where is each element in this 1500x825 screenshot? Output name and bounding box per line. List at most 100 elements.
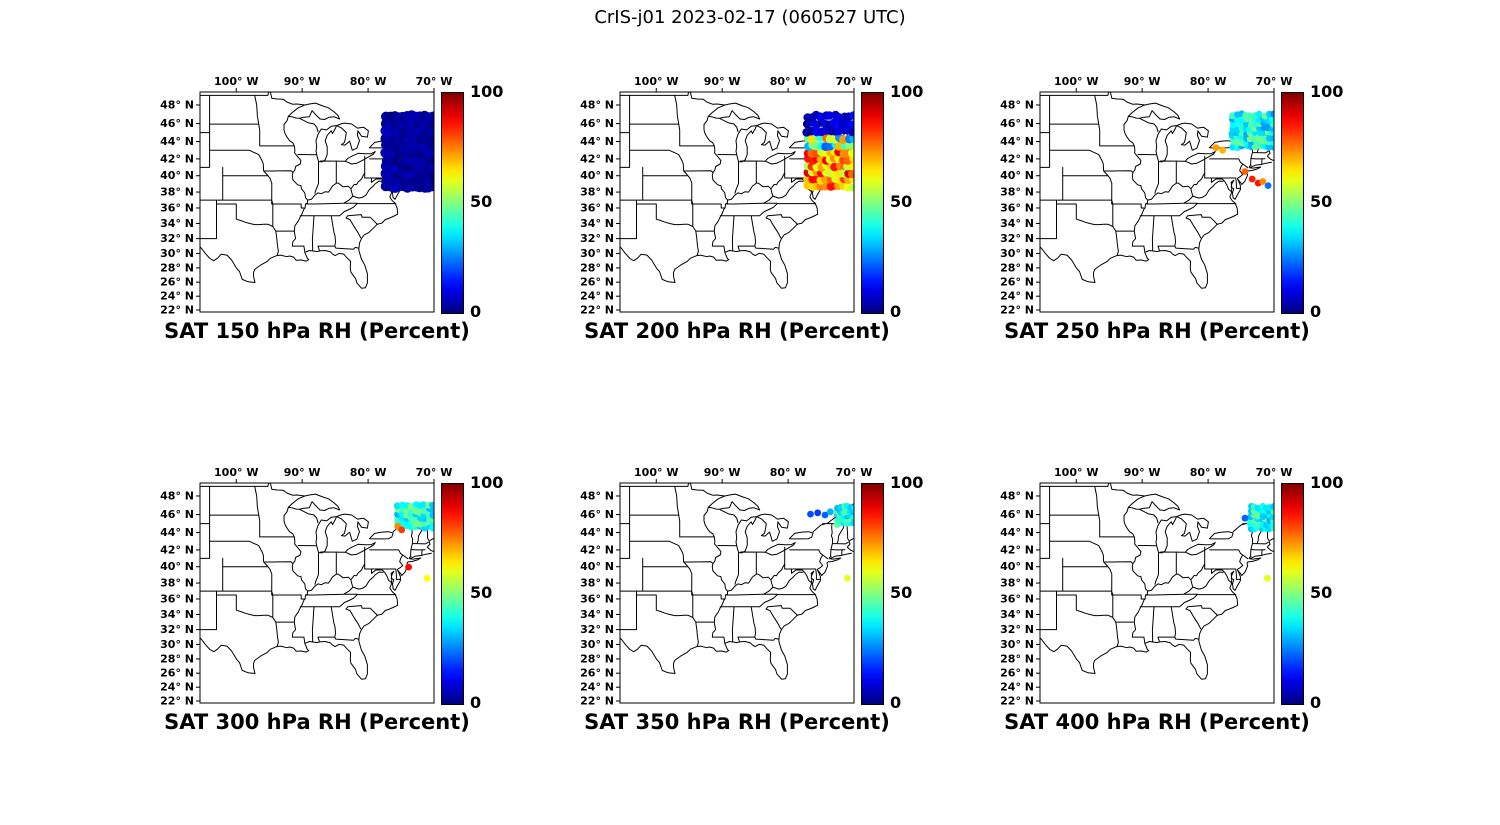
lat-tick-label: 34° N	[1000, 217, 1034, 230]
rh-dot	[848, 127, 854, 137]
lat-tick-label: 24° N	[580, 681, 614, 694]
colorbar-tick-label: 0	[890, 693, 902, 712]
lon-tick-label: 70° W	[416, 466, 453, 479]
lon-tick-label: 70° W	[1256, 75, 1293, 88]
lon-tick-label: 90° W	[284, 466, 321, 479]
us-map: 100° W 90° W 80° W 70° W 48° N 46° N 44° N 42° …	[160, 466, 453, 708]
map-frame	[199, 482, 435, 704]
rh-dot	[1241, 168, 1249, 175]
rh-scatter	[1212, 110, 1274, 189]
rh-dot	[848, 120, 854, 129]
lat-tick-label: 24° N	[1000, 290, 1034, 303]
rh-dot	[849, 183, 854, 192]
lon-tick-label: 100° W	[214, 75, 258, 88]
rh-dot	[423, 574, 431, 582]
lat-tick-label: 48° N	[580, 490, 614, 503]
panel-400hpa: 100° W 90° W 80° W 70° W 48° N 46° N 44° N 42° …	[994, 463, 1364, 748]
colorbar	[1281, 483, 1304, 705]
colorbar	[441, 92, 464, 314]
colorbar-gradient	[1282, 93, 1303, 313]
colorbar-tick-label: 100	[1310, 473, 1344, 492]
lat-tick-label: 42° N	[1000, 543, 1034, 556]
rh-dot	[412, 520, 419, 528]
lat-tick-label: 30° N	[160, 247, 194, 260]
rh-dot	[848, 149, 854, 158]
lat-tick-label: 26° N	[160, 276, 194, 289]
lat-tick-label: 48° N	[160, 490, 194, 503]
rh-dot	[405, 563, 412, 571]
rh-dot	[420, 507, 428, 515]
lon-tick-label: 80° W	[1190, 466, 1227, 479]
colorbar-tick-label: 100	[470, 82, 504, 101]
lon-tick-label: 80° W	[350, 75, 387, 88]
state-boundaries	[620, 483, 854, 680]
rh-dot	[1212, 144, 1220, 152]
panel-350hpa: 100° W 90° W 80° W 70° W 48° N 46° N 44° N 42° …	[574, 463, 944, 748]
rh-scatter	[393, 501, 434, 582]
rh-scatter	[807, 502, 854, 582]
lat-tick-label: 38° N	[1000, 186, 1034, 199]
panel-caption: SAT 150 hPa RH (Percent)	[164, 319, 470, 343]
lon-tick-label: 70° W	[836, 466, 873, 479]
lat-tick-label: 26° N	[1000, 667, 1034, 680]
colorbar-tick-label: 50	[1310, 583, 1333, 602]
rh-dot	[429, 501, 434, 509]
lat-tick-label: 42° N	[160, 543, 194, 556]
lon-tick-label: 80° W	[1190, 75, 1227, 88]
map-frame	[619, 91, 855, 313]
colorbar-tick-label: 50	[470, 192, 493, 211]
rh-scatter	[1241, 502, 1274, 582]
colorbar-tick-label: 100	[470, 473, 504, 492]
lat-tick-label: 28° N	[160, 652, 194, 665]
lon-tick-label: 90° W	[284, 75, 321, 88]
lat-tick-label: 46° N	[160, 117, 194, 130]
lat-tick-label: 34° N	[160, 217, 194, 230]
figure-title: CrIS-j01 2023-02-17 (060527 UTC)	[594, 7, 906, 28]
lon-tick-label: 80° W	[770, 466, 807, 479]
lon-tick-label: 70° W	[836, 75, 873, 88]
lat-tick-label: 44° N	[160, 135, 194, 148]
rh-dot	[1265, 143, 1273, 151]
lat-tick-label: 40° N	[160, 169, 194, 182]
lat-tick-label: 22° N	[1000, 304, 1034, 317]
lat-tick-label: 24° N	[160, 290, 194, 303]
colorbar-tick-label: 100	[890, 473, 924, 492]
lat-tick-label: 40° N	[160, 560, 194, 573]
lat-tick-label: 40° N	[1000, 169, 1034, 182]
panel-300hpa: 100° W 90° W 80° W 70° W 48° N 46° N 44° N 42° …	[154, 463, 524, 748]
colorbar-gradient	[442, 484, 463, 704]
rh-dot	[1269, 134, 1274, 142]
panel-caption: SAT 400 hPa RH (Percent)	[1004, 710, 1310, 734]
lat-tick-label: 24° N	[1000, 681, 1034, 694]
us-map: 100° W 90° W 80° W 70° W 48° N 46° N 44° N 42° …	[160, 75, 452, 317]
lat-tick-label: 28° N	[160, 261, 194, 274]
lat-tick-label: 42° N	[580, 543, 614, 556]
colorbar-tick-label: 50	[890, 583, 913, 602]
lat-tick-label: 34° N	[160, 608, 194, 621]
lat-tick-label: 30° N	[580, 247, 614, 260]
rh-dot	[1255, 110, 1263, 118]
lat-tick-label: 34° N	[1000, 608, 1034, 621]
rh-dot	[1248, 175, 1256, 183]
lat-tick-label: 46° N	[160, 508, 194, 521]
colorbar-tick-label: 100	[1310, 82, 1344, 101]
lat-tick-label: 32° N	[580, 232, 614, 245]
state-boundaries	[1040, 483, 1274, 680]
colorbar-gradient	[442, 93, 463, 313]
lat-tick-label: 32° N	[160, 623, 194, 636]
lat-tick-label: 34° N	[580, 217, 614, 230]
rh-dot	[1254, 504, 1262, 512]
rh-dot	[1264, 182, 1272, 189]
rh-dot	[1264, 574, 1271, 582]
rh-dot	[393, 502, 401, 510]
rh-dot	[826, 508, 834, 516]
colorbar-tick-label: 0	[470, 693, 482, 712]
rh-dot	[1234, 139, 1241, 147]
lon-tick-label: 100° W	[1054, 75, 1098, 88]
us-map: 100° W 90° W 80° W 70° W 48° N 46° N 44° N 42° …	[580, 466, 873, 708]
rh-dot	[407, 503, 415, 511]
colorbar-tick-label: 0	[890, 302, 902, 321]
lat-tick-label: 30° N	[160, 638, 194, 651]
panel-250hpa: 100° W 90° W 80° W 70° W 48° N 46° N 44° N 42° …	[994, 72, 1364, 357]
rh-dot	[398, 526, 406, 534]
